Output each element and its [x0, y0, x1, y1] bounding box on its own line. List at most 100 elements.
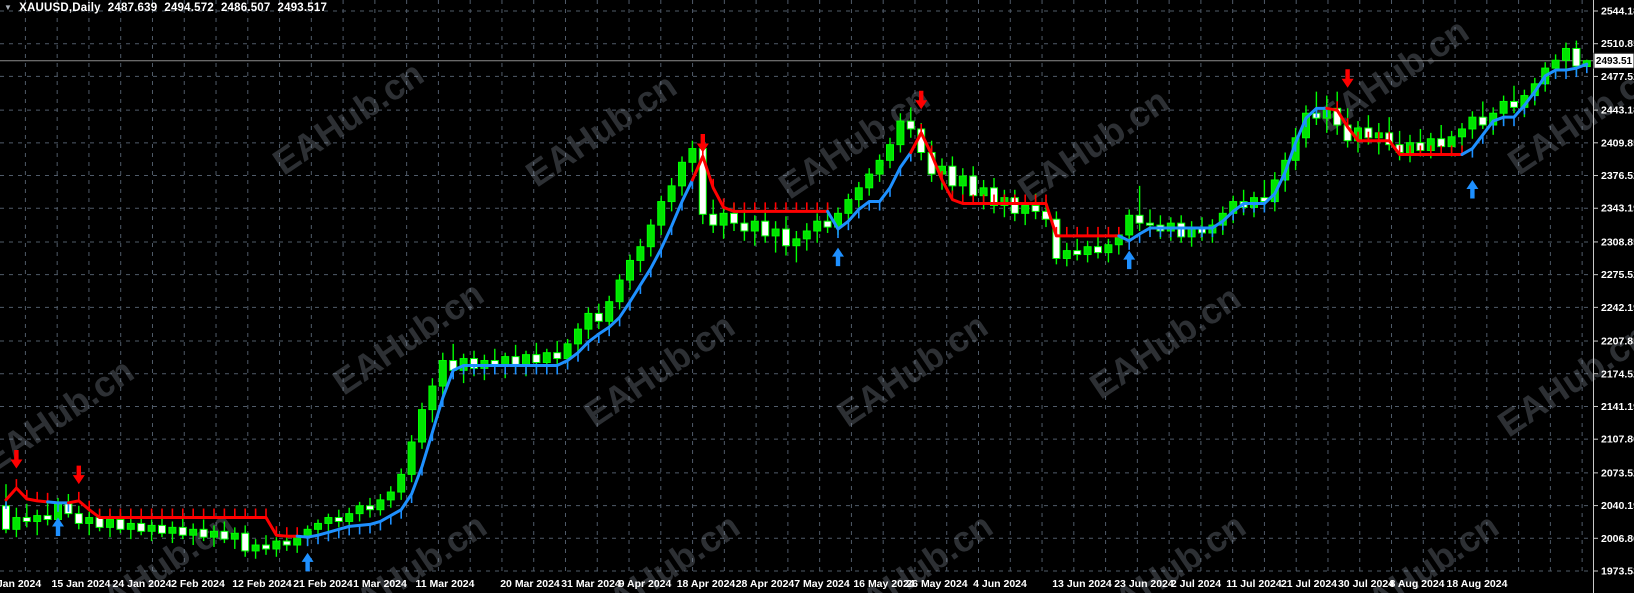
low-value: 2486.507: [220, 2, 271, 14]
candle-body: [553, 352, 562, 360]
y-axis-label: 2107.86: [1601, 434, 1634, 446]
y-axis-label: 2544.18: [1601, 6, 1634, 18]
x-axis-label: 2 Jul 2024: [1171, 578, 1221, 590]
bid-price-tag: 2493.51: [1593, 52, 1634, 69]
candle-body: [574, 328, 582, 345]
x-axis-label: 13 Jun 2024: [1052, 578, 1112, 590]
x-axis-label: 24 Jan 2024: [113, 578, 172, 590]
signal-arrows-layer: [10, 69, 1479, 572]
candle-body: [178, 526, 187, 536]
candle-body: [355, 505, 364, 515]
candle-body: [906, 120, 915, 130]
sell-signal-arrow-icon: [1341, 69, 1354, 88]
trend-line-down: [1325, 106, 1464, 156]
x-axis-label: 18 Aug 2024: [1447, 578, 1508, 590]
candle-body: [43, 515, 52, 521]
candle-body: [750, 220, 759, 232]
candle-body: [802, 230, 811, 240]
candle-body: [1510, 100, 1518, 108]
candle-body: [1562, 47, 1570, 61]
bid-price-tag-value: 2493.51: [1596, 56, 1633, 67]
candle-body: [844, 199, 853, 214]
y-axis-label: 2242.19: [1601, 302, 1634, 314]
x-axis-label: 18 Apr 2024: [677, 578, 736, 590]
buy-signal-arrow-icon: [1123, 250, 1136, 270]
candle-body: [1468, 116, 1477, 130]
candle-body: [272, 540, 281, 550]
candle-body: [1146, 222, 1154, 226]
symbol-period-label: XAUUSD,Daily: [19, 2, 101, 14]
trend-line-up: [1460, 62, 1589, 156]
buy-signal-arrow-icon: [832, 247, 844, 267]
y-axis-label: 2376.52: [1601, 170, 1634, 182]
x-axis-label: 1 Mar 2024: [353, 578, 407, 590]
candle-body: [730, 212, 738, 224]
candle-body: [865, 173, 874, 189]
candle-body: [168, 526, 177, 534]
chart-title: ▼ XAUUSD,Daily 2487.639 2494.572 2486.50…: [4, 2, 327, 14]
time-axis[interactable]: Jan 2024 15 Jan 2024 24 Jan 2024 2 Feb 2024…: [0, 578, 1508, 590]
candle-body: [896, 120, 905, 146]
chart-canvas[interactable]: [0, 0, 1593, 571]
candle-body: [626, 259, 634, 281]
candle-body: [74, 513, 83, 524]
trend-line-down: [66, 499, 299, 538]
candle-body: [886, 144, 894, 161]
y-axis-label: 2343.19: [1601, 203, 1634, 215]
candle-body: [386, 491, 395, 501]
candle-body: [282, 540, 291, 546]
collapse-icon[interactable]: ▼: [4, 3, 13, 12]
x-axis-label: 28 Apr 2024: [736, 578, 795, 590]
candle-body: [1073, 250, 1082, 256]
candle-body: [948, 165, 957, 187]
y-axis-label: 2040.19: [1601, 500, 1634, 512]
y-axis-label: 2510.85: [1601, 38, 1634, 50]
candle-body: [1021, 204, 1030, 214]
candle-body: [657, 201, 666, 226]
x-axis-label: 7 May 2024: [794, 578, 850, 590]
x-axis-label: 26 May 2024: [906, 578, 967, 590]
candle-body: [875, 159, 884, 175]
candle-body: [334, 517, 343, 522]
buy-signal-arrow-icon: [301, 552, 314, 572]
candle-body: [262, 544, 270, 550]
candle-body: [719, 212, 728, 226]
candle-body: [542, 352, 551, 363]
candle-body: [1062, 250, 1071, 259]
x-axis-label: 20 Mar 2024: [500, 578, 560, 590]
candle-body: [958, 175, 967, 187]
candle-body: [220, 530, 229, 540]
candle-body: [605, 301, 614, 322]
candle-body: [1499, 100, 1508, 114]
x-axis-label: 15 Jan 2024: [52, 578, 111, 590]
sell-signal-arrow-icon: [915, 90, 928, 110]
candle-body: [1083, 246, 1092, 256]
y-axis-label: 2141.19: [1601, 401, 1634, 413]
candle-body: [1551, 59, 1560, 69]
high-value: 2494.572: [164, 2, 214, 14]
candle-body: [251, 544, 260, 552]
candle-body: [230, 532, 239, 540]
price-axis[interactable]: 2544.18 2510.85 2477.52 2443.18 2409.85 2376.…: [1593, 0, 1634, 593]
candle-body: [667, 185, 676, 203]
candle-body: [137, 522, 146, 532]
candle-body: [688, 148, 697, 163]
x-axis-label: Jan 2024: [0, 578, 41, 590]
candle-body: [1125, 214, 1134, 236]
y-axis-label: 2275.52: [1601, 269, 1634, 281]
x-axis-label: 16 May 2024: [853, 578, 914, 590]
candle-body: [126, 522, 135, 530]
y-axis-label: 2308.85: [1601, 236, 1634, 248]
candle-body: [366, 505, 374, 511]
y-axis-label: 2073.52: [1601, 467, 1634, 479]
candle-body: [33, 515, 42, 522]
candle-body: [1478, 116, 1487, 126]
candle-body: [438, 360, 447, 387]
candle-body: [854, 187, 863, 201]
candle-body: [199, 528, 208, 538]
trend-line-down: [909, 131, 1121, 238]
candle-body: [407, 441, 416, 475]
y-axis-label: 2409.85: [1601, 137, 1634, 149]
trend-line-up: [1117, 106, 1329, 243]
y-axis-label: 2477.52: [1601, 71, 1634, 83]
